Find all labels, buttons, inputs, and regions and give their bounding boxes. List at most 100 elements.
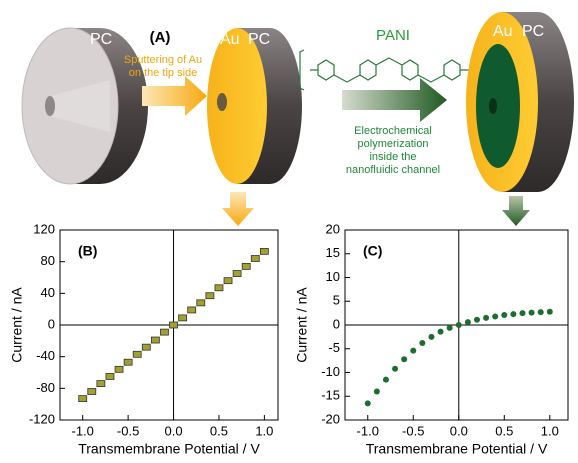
marker (473, 316, 480, 323)
marker (537, 309, 544, 316)
marker (205, 292, 215, 300)
pani-layer (476, 44, 520, 168)
y-tick-label: -20 (321, 411, 340, 426)
panel-label: (C) (363, 243, 382, 259)
marker (410, 347, 417, 354)
y-tick-label: 0 (48, 316, 55, 331)
x-tick-label: 1.0 (541, 423, 559, 438)
x-axis-label: Transmembrane Potential / V (366, 441, 548, 457)
marker (187, 306, 197, 314)
label: PC (248, 31, 270, 48)
y-tick-label: 120 (33, 221, 55, 236)
marker (401, 356, 408, 363)
panel-label: (B) (78, 243, 97, 259)
y-tick-label: -15 (321, 388, 340, 403)
x-tick-label: 0.0 (450, 423, 468, 438)
x-tick-label: -0.5 (117, 423, 139, 438)
x-tick-label: 0.0 (165, 423, 183, 438)
diagram: PC (A) Sputtering of Au on the tip side … (21, 12, 574, 226)
x-tick-label: -0.5 (402, 423, 424, 438)
marker (392, 365, 399, 372)
marker (501, 312, 508, 319)
hole (489, 98, 497, 114)
arrow (222, 192, 254, 226)
label: PC (522, 23, 544, 40)
marker (169, 321, 178, 329)
marker (87, 388, 97, 395)
marker (223, 277, 233, 285)
polymer-structure (299, 49, 482, 91)
marker (123, 358, 133, 366)
step-text: inside the (369, 151, 416, 163)
step-text: Electrochemical (354, 125, 432, 137)
marker (105, 373, 115, 380)
y-tick-label: -10 (321, 364, 340, 379)
arrow (142, 76, 207, 116)
y-axis-label: Current / nA (294, 287, 310, 363)
marker (373, 388, 380, 395)
marker (214, 284, 224, 292)
marker (464, 319, 471, 326)
marker (519, 310, 526, 317)
marker (446, 324, 453, 331)
marker (160, 328, 169, 336)
marker (232, 270, 242, 277)
marker (455, 322, 462, 328)
y-tick-label: -5 (328, 340, 340, 355)
x-axis-label: Transmembrane Potential / V (78, 441, 260, 457)
y-tick-label: 80 (41, 253, 55, 268)
marker (492, 313, 499, 320)
marker (141, 343, 151, 351)
y-tick-label: 15 (326, 245, 340, 260)
arrow (342, 78, 447, 122)
y-axis-label: Current / nA (9, 287, 25, 363)
hole (217, 93, 227, 111)
marker (250, 255, 260, 262)
marker (259, 247, 269, 255)
y-tick-label: 5 (333, 293, 340, 308)
y-tick-label: 40 (41, 285, 55, 300)
x-tick-label: -1.0 (72, 423, 94, 438)
polymer-name: PANI (376, 27, 410, 44)
step-text: Sputtering of Au (124, 54, 202, 66)
marker (114, 365, 124, 373)
marker (178, 314, 188, 322)
marker (428, 333, 435, 340)
marker (96, 380, 106, 387)
x-tick-label: -1.0 (357, 423, 379, 438)
label: PC (90, 31, 112, 48)
arrow (502, 196, 530, 226)
x-tick-label: 0.5 (210, 423, 228, 438)
marker (364, 400, 371, 407)
marker (241, 263, 251, 270)
marker (196, 299, 206, 307)
y-tick-label: 10 (326, 269, 340, 284)
marker (150, 336, 160, 344)
cone (50, 80, 110, 132)
marker (510, 311, 517, 318)
label: Au (493, 23, 513, 40)
x-tick-label: 1.0 (255, 423, 273, 438)
marker (382, 376, 389, 383)
marker (132, 350, 142, 358)
step-text: nanofluidic channel (346, 164, 440, 176)
marker (483, 314, 490, 321)
y-tick-label: -120 (29, 411, 55, 426)
marker (419, 340, 426, 347)
x-tick-label: 0.5 (495, 423, 513, 438)
label: Au (220, 31, 240, 48)
panel-label: (A) (150, 29, 171, 46)
hole (45, 96, 55, 116)
y-tick-label: -40 (36, 348, 55, 363)
marker (437, 328, 444, 335)
gold-face (207, 28, 267, 184)
y-tick-label: 0 (333, 316, 340, 331)
y-tick-label: -80 (36, 380, 55, 395)
step-text: on the tip side (129, 67, 198, 79)
step-text: polymerization (358, 138, 429, 150)
y-tick-label: 20 (326, 221, 340, 236)
marker (546, 308, 553, 315)
marker (528, 309, 535, 316)
marker (78, 395, 88, 403)
